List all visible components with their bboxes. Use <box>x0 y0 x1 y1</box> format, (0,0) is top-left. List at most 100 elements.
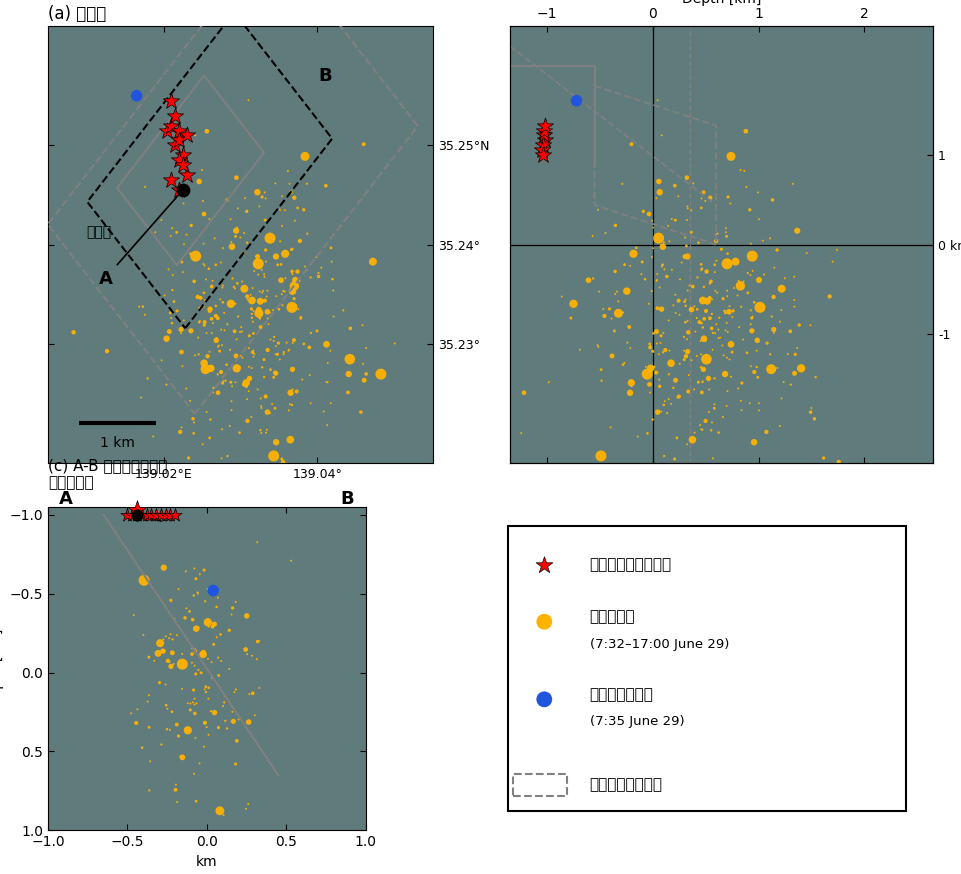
Point <box>660 392 676 406</box>
Point <box>773 303 788 317</box>
Point <box>196 645 211 659</box>
Point <box>193 291 209 305</box>
Point <box>763 309 778 323</box>
Point <box>253 392 268 406</box>
Point <box>751 404 766 418</box>
Point <box>241 385 257 399</box>
Point <box>721 299 736 313</box>
Point <box>244 649 259 662</box>
Point <box>562 311 578 325</box>
Point <box>663 397 678 411</box>
Point <box>173 749 188 763</box>
Point <box>179 601 194 615</box>
Point <box>244 294 259 308</box>
Point <box>163 173 179 187</box>
Point <box>180 697 195 711</box>
Point <box>580 274 596 288</box>
Point <box>702 423 718 437</box>
Point <box>150 647 165 661</box>
X-axis label: km: km <box>196 855 217 869</box>
Point <box>203 413 218 427</box>
Point <box>206 381 221 395</box>
Point <box>302 341 317 355</box>
Point <box>228 229 243 243</box>
Point <box>219 193 234 207</box>
Point <box>251 634 266 648</box>
Point <box>642 361 657 375</box>
Point <box>208 299 223 313</box>
Point <box>825 254 840 268</box>
Point <box>277 246 292 260</box>
Point <box>187 731 203 745</box>
Point <box>293 311 308 325</box>
Point <box>287 273 303 287</box>
Point <box>694 374 709 388</box>
Point <box>204 671 219 685</box>
Point <box>652 185 667 199</box>
Point <box>723 370 738 384</box>
Point <box>659 406 675 420</box>
Point <box>174 682 189 696</box>
Point <box>188 621 204 635</box>
Point <box>197 315 212 329</box>
Point <box>164 268 180 282</box>
Text: A: A <box>99 269 112 288</box>
Point <box>752 301 767 315</box>
Point <box>741 396 756 410</box>
Point <box>259 406 275 420</box>
Point <box>245 326 260 340</box>
Point <box>195 194 210 208</box>
Point <box>202 344 217 358</box>
Point <box>284 301 300 315</box>
Point <box>694 385 709 399</box>
Point <box>206 584 221 598</box>
Point <box>717 304 732 318</box>
Text: (7:35 June 29): (7:35 June 29) <box>589 716 683 728</box>
Point <box>641 337 656 351</box>
Point <box>179 128 194 142</box>
Point <box>229 170 244 184</box>
Point <box>243 410 259 424</box>
Point <box>722 259 737 273</box>
Point <box>162 723 178 737</box>
Point <box>291 274 307 288</box>
Point <box>239 236 255 250</box>
Point <box>736 164 752 178</box>
Point <box>175 751 190 765</box>
Point <box>604 349 619 363</box>
Text: B: B <box>318 67 332 85</box>
Point <box>158 629 173 643</box>
Point <box>536 558 552 572</box>
Point <box>635 205 651 218</box>
Point <box>750 371 765 385</box>
Point <box>223 235 238 249</box>
Point <box>644 284 659 298</box>
Point <box>323 396 338 410</box>
Point <box>262 363 278 377</box>
Point <box>283 433 298 447</box>
Point <box>744 249 759 263</box>
Y-axis label: Depth [km]: Depth [km] <box>0 629 4 708</box>
Text: (7:32–17:00 June 29): (7:32–17:00 June 29) <box>589 638 728 651</box>
Point <box>169 628 185 642</box>
Point <box>606 324 622 338</box>
Point <box>738 180 753 194</box>
Point <box>572 343 587 357</box>
Point <box>210 720 226 734</box>
Point <box>137 180 153 194</box>
Point <box>147 225 162 239</box>
Point <box>166 295 182 309</box>
Point <box>719 385 734 399</box>
Point <box>226 280 241 294</box>
Point <box>782 324 798 338</box>
Text: 開口割れ目の位置: 開口割れ目の位置 <box>589 778 662 793</box>
Point <box>677 231 692 245</box>
Point <box>200 615 215 629</box>
Point <box>245 315 260 329</box>
Point <box>186 642 202 656</box>
Point <box>624 379 639 393</box>
Point <box>663 357 678 371</box>
Point <box>187 249 203 263</box>
Point <box>584 229 600 243</box>
Point <box>700 371 715 385</box>
